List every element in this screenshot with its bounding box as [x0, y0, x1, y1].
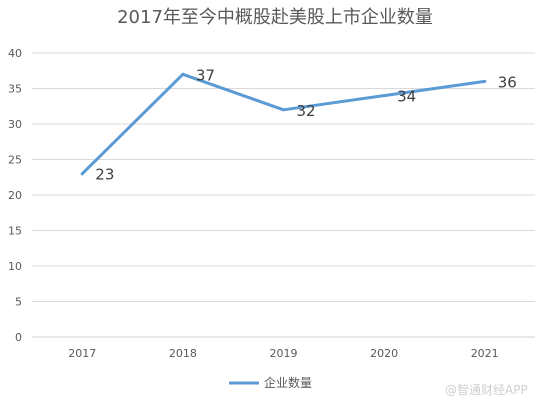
data-label: 36	[498, 73, 517, 91]
data-point	[80, 172, 84, 176]
series-layer	[80, 72, 487, 176]
data-labels: 23 37 32 34 36	[95, 66, 516, 183]
x-axis-ticks: 2017 2018 2019 2020 2021	[68, 347, 498, 360]
data-point	[181, 72, 185, 76]
data-label: 37	[196, 66, 215, 84]
y-tick-label: 30	[8, 118, 22, 131]
x-tick-label: 2019	[270, 347, 298, 360]
data-label: 34	[397, 88, 416, 106]
y-tick-label: 0	[15, 331, 22, 344]
data-label: 23	[95, 166, 114, 184]
data-point	[282, 108, 285, 112]
x-tick-label: 2017	[68, 347, 96, 360]
legend: 企业数量	[229, 375, 312, 390]
chart-title: 2017年至今中概股赴美股上市企业数量	[117, 7, 433, 28]
y-tick-label: 5	[15, 296, 22, 309]
y-tick-label: 40	[8, 47, 22, 60]
data-label: 32	[297, 102, 316, 120]
data-point	[483, 79, 487, 83]
x-tick-label: 2021	[471, 347, 499, 360]
x-tick-label: 2020	[370, 347, 398, 360]
x-tick-label: 2018	[169, 347, 197, 360]
data-point	[382, 94, 386, 98]
y-axis-ticks: 0 5 10 15 20 25 30 35 40	[8, 47, 22, 344]
watermark: @智通财经APP	[445, 382, 528, 397]
y-tick-label: 10	[8, 260, 22, 273]
y-tick-label: 25	[8, 154, 22, 167]
y-tick-label: 15	[8, 225, 22, 238]
y-tick-label: 35	[8, 83, 22, 96]
y-tick-label: 20	[8, 189, 22, 202]
gridlines	[32, 52, 535, 338]
legend-label: 企业数量	[264, 375, 312, 390]
